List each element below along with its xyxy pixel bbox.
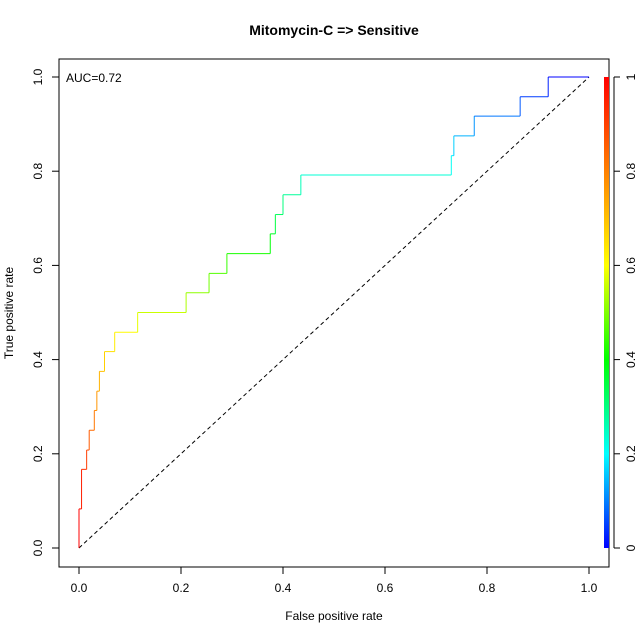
colorbar: 0 0.2 0.4 0.6 0.8 1 [604,73,638,551]
y-axis: 0.0 0.2 0.4 0.6 0.8 1.0 [31,68,60,556]
y-axis-label: True positive rate [2,267,16,360]
colorbar-tick-label: 0.6 [624,257,638,274]
y-tick-label: 1.0 [31,68,45,85]
colorbar-gradient [604,77,609,548]
colorbar-tick-label: 0 [624,544,638,551]
x-tick-label: 0.6 [377,581,394,595]
colorbar-tick-label: 1 [624,73,638,80]
x-tick-label: 0.2 [173,581,190,595]
x-tick-label: 0.8 [479,581,496,595]
colorbar-tick-label: 0.2 [624,445,638,462]
y-tick-label: 0.6 [31,257,45,274]
x-tick-label: 1.0 [581,581,598,595]
x-axis-label: False positive rate [285,609,383,623]
y-tick-label: 0.4 [31,351,45,368]
x-axis: 0.0 0.2 0.4 0.6 0.8 1.0 [71,566,598,595]
colorbar-tick-label: 0.4 [624,351,638,368]
plot-area [78,76,590,549]
y-tick-label: 0.8 [31,163,45,180]
y-tick-label: 0.0 [31,539,45,556]
y-tick-label: 0.2 [31,445,45,462]
colorbar-tick-label: 0.8 [624,163,638,180]
auc-annotation: AUC=0.72 [66,71,122,85]
diagonal-reference-line [78,76,590,549]
chart-title: Mitomycin-C => Sensitive [249,22,419,38]
x-tick-label: 0.0 [71,581,88,595]
x-tick-label: 0.4 [275,581,292,595]
